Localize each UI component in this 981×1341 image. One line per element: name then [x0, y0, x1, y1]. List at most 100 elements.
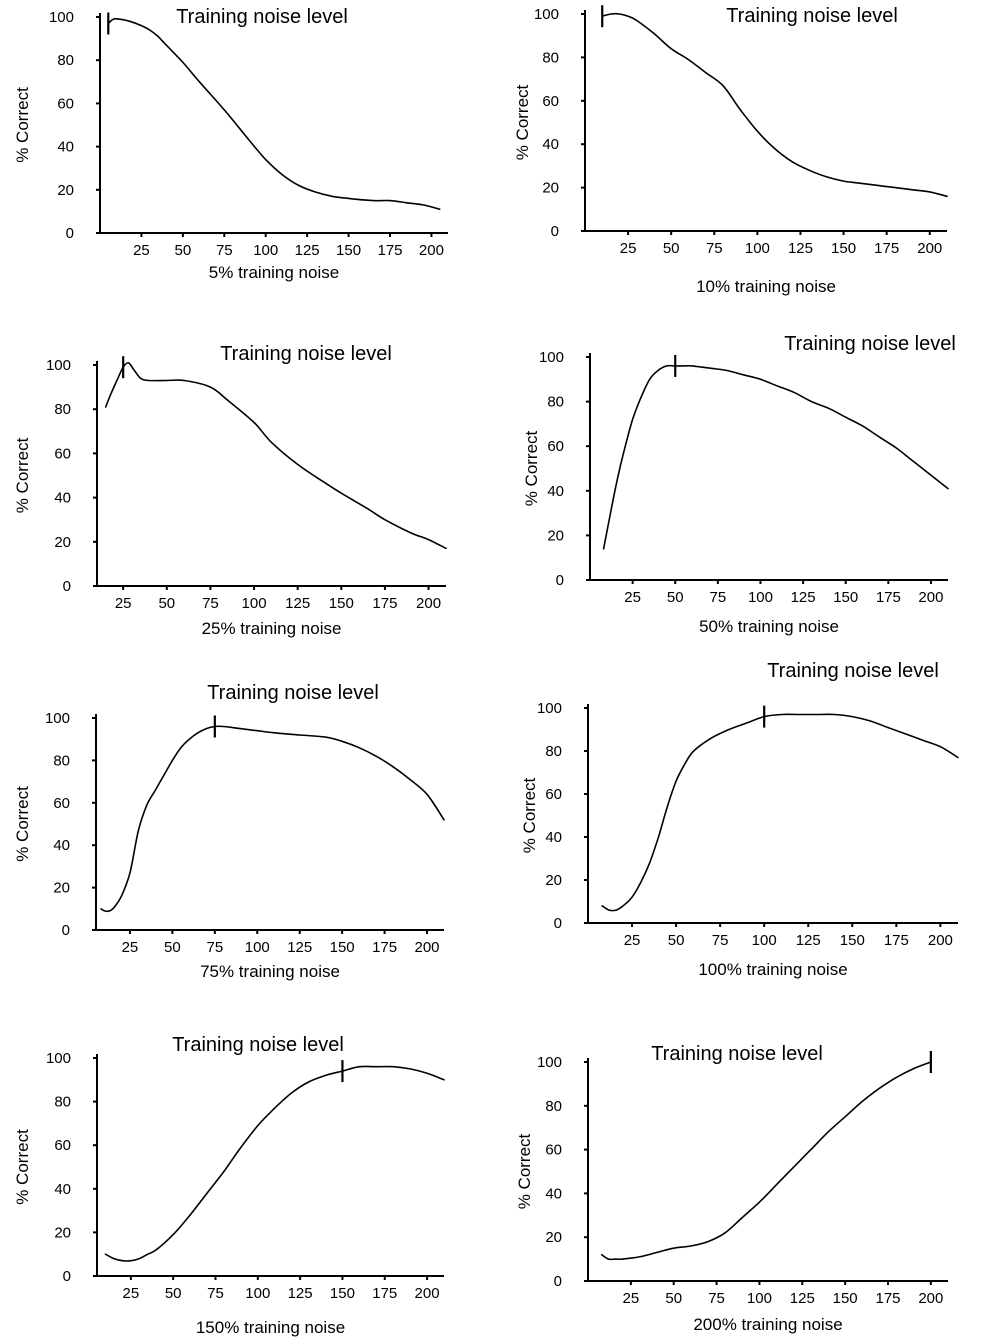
y-axis-label: % Correct — [520, 777, 539, 853]
y-tick-label: 100 — [537, 700, 562, 717]
panel-title: Training noise level — [767, 660, 939, 682]
x-tick-label: 150 — [840, 932, 865, 949]
x-axis-label: 5% training noise — [209, 263, 339, 282]
panel-7: 0 20 40 60 80 100 25 50 75 100 125 150 175 200 Trainin… — [13, 1034, 445, 1337]
x-tick-label: 25 — [624, 932, 641, 949]
y-tick-label: 100 — [537, 1054, 562, 1071]
x-tick-label: 25 — [623, 1290, 640, 1307]
x-tick-label: 150 — [330, 939, 355, 956]
x-tick-label: 50 — [165, 1285, 182, 1302]
x-tick-label: 125 — [791, 589, 816, 606]
y-tick-label: 20 — [547, 527, 564, 544]
panel-4: 0 20 40 60 80 100 25 50 75 100 125 150 175 200 Trainin… — [522, 333, 956, 636]
x-tick-label: 200 — [416, 595, 441, 612]
y-tick-label: 60 — [545, 786, 562, 803]
panel-1: 0 20 40 60 80 100 25 50 75 100 125 150 175 200 Trainin… — [13, 6, 448, 282]
y-tick-label: 80 — [547, 394, 564, 411]
y-tick-label: 100 — [534, 6, 559, 23]
y-tick-label: 40 — [542, 136, 559, 153]
panel-6: 0 20 40 60 80 100 25 50 75 100 125 150 175 200 Trainin… — [520, 660, 959, 979]
x-tick-label: 75 — [706, 240, 723, 257]
x-tick-label: 175 — [874, 240, 899, 257]
y-tick-label: 0 — [63, 578, 71, 595]
y-tick-label: 80 — [57, 52, 74, 69]
x-tick-label: 125 — [788, 240, 813, 257]
x-tick-label: 50 — [667, 589, 684, 606]
x-tick-label: 50 — [175, 242, 192, 259]
y-tick-label: 60 — [542, 93, 559, 110]
x-tick-label: 125 — [285, 595, 310, 612]
y-tick-label: 0 — [554, 1273, 562, 1290]
y-tick-label: 40 — [53, 837, 70, 854]
y-tick-label: 60 — [545, 1142, 562, 1159]
y-tick-label: 80 — [54, 401, 71, 418]
y-tick-label: 100 — [46, 357, 71, 374]
y-tick-label: 60 — [57, 95, 74, 112]
y-tick-label: 20 — [53, 880, 70, 897]
x-tick-label: 50 — [668, 932, 685, 949]
series-line — [104, 361, 447, 550]
x-axis-label: 100% training noise — [698, 960, 847, 979]
panel-5: 0 20 40 60 80 100 25 50 75 100 125 150 175 200 Trainin… — [13, 682, 445, 981]
x-tick-label: 100 — [748, 589, 773, 606]
x-tick-label: 150 — [833, 1290, 858, 1307]
y-tick-label: 80 — [53, 752, 70, 769]
y-axis-label: % Correct — [13, 87, 32, 163]
x-tick-label: 200 — [918, 1290, 943, 1307]
x-tick-label: 175 — [372, 1285, 397, 1302]
y-tick-label: 80 — [542, 49, 559, 66]
x-tick-label: 200 — [918, 589, 943, 606]
y-tick-label: 60 — [53, 795, 70, 812]
x-tick-label: 100 — [745, 240, 770, 257]
y-axis-label: % Correct — [515, 1133, 534, 1209]
y-tick-label: 100 — [539, 349, 564, 366]
panel-title: Training noise level — [172, 1034, 344, 1056]
x-tick-label: 175 — [372, 939, 397, 956]
y-tick-label: 0 — [551, 223, 559, 240]
y-tick-label: 20 — [57, 182, 74, 199]
y-tick-label: 20 — [54, 1224, 71, 1241]
y-tick-label: 0 — [66, 225, 74, 242]
y-tick-label: 0 — [556, 572, 564, 589]
x-tick-label: 100 — [747, 1290, 772, 1307]
series-line — [601, 713, 959, 912]
x-tick-label: 175 — [875, 1290, 900, 1307]
x-tick-label: 100 — [242, 595, 267, 612]
y-tick-label: 80 — [545, 743, 562, 760]
x-tick-label: 100 — [752, 932, 777, 949]
x-tick-label: 50 — [665, 1290, 682, 1307]
panel-3: 0 20 40 60 80 100 25 50 75 100 125 150 175 200 Trainin… — [13, 343, 447, 638]
y-tick-label: 40 — [545, 1185, 562, 1202]
x-tick-label: 75 — [202, 595, 219, 612]
x-tick-label: 125 — [287, 939, 312, 956]
x-tick-label: 75 — [216, 242, 233, 259]
series-line — [107, 17, 441, 210]
panel-title: Training noise level — [207, 682, 379, 704]
y-tick-label: 40 — [545, 829, 562, 846]
series-line — [100, 725, 445, 913]
y-tick-label: 40 — [54, 1181, 71, 1198]
y-axis-label: % Correct — [522, 430, 541, 506]
x-tick-label: 75 — [708, 1290, 725, 1307]
x-tick-label: 100 — [253, 242, 278, 259]
panel-title: Training noise level — [784, 333, 956, 355]
x-tick-label: 175 — [876, 589, 901, 606]
y-tick-label: 20 — [545, 872, 562, 889]
x-axis-label: 10% training noise — [696, 277, 836, 296]
y-tick-label: 0 — [554, 915, 562, 932]
panel-title: Training noise level — [220, 343, 392, 365]
x-tick-label: 75 — [710, 589, 727, 606]
y-tick-label: 80 — [545, 1098, 562, 1115]
panel-title: Training noise level — [726, 5, 898, 27]
y-tick-label: 0 — [63, 1268, 71, 1285]
x-tick-label: 200 — [415, 939, 440, 956]
x-tick-label: 200 — [928, 932, 953, 949]
y-tick-label: 100 — [49, 9, 74, 26]
series-line — [602, 364, 949, 550]
y-tick-label: 0 — [62, 922, 70, 939]
x-tick-label: 150 — [336, 242, 361, 259]
y-tick-label: 80 — [54, 1094, 71, 1111]
y-axis-label: % Correct — [13, 437, 32, 513]
y-tick-label: 60 — [547, 438, 564, 455]
